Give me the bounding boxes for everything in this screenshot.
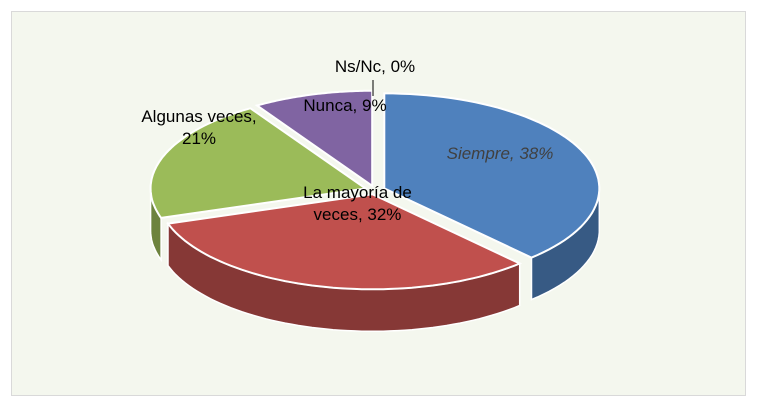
- slice: [383, 92, 601, 259]
- slice: [254, 89, 374, 188]
- slice: [149, 107, 369, 219]
- data-label: La mayoría de veces, 32%: [303, 183, 412, 224]
- data-label: Algunas veces, 21%: [141, 107, 257, 148]
- data-label: Nunca, 9%: [303, 96, 387, 115]
- data-label: Ns/Nc, 0%: [334, 57, 416, 76]
- slice: [166, 193, 523, 291]
- data-label: Siempre, 38%: [446, 144, 554, 163]
